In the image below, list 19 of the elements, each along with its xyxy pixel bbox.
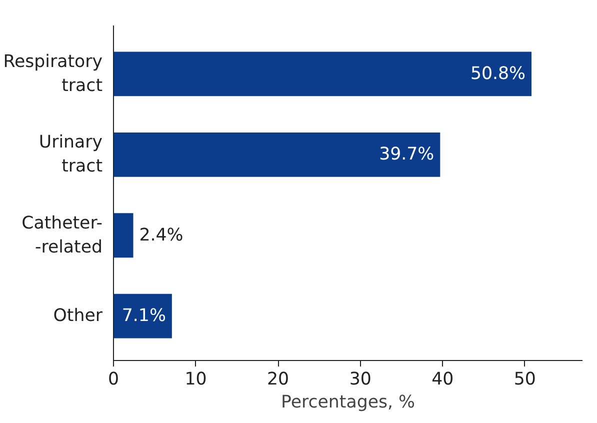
x-tick-label: 20 <box>267 370 290 390</box>
y-tick-label: Urinary tract <box>38 132 103 177</box>
y-tick-label: Catheter- -related <box>22 213 103 258</box>
data-label: 50.8% <box>470 64 526 84</box>
x-axis-title: Percentages, % <box>281 392 416 412</box>
x-tick-label: 0 <box>108 370 120 390</box>
y-tick-label: Other <box>53 306 104 326</box>
data-label: 7.1% <box>122 306 166 326</box>
bar <box>114 52 532 96</box>
bar <box>114 132 440 177</box>
x-tick-label: 50 <box>514 370 536 390</box>
data-label: 39.7% <box>379 144 434 165</box>
bar <box>114 213 134 258</box>
x-tick-label: 10 <box>184 370 207 390</box>
data-label: 2.4% <box>139 225 184 246</box>
bar <box>114 294 172 338</box>
x-tick-label: 30 <box>349 370 372 390</box>
x-tick-label: 40 <box>432 370 454 390</box>
y-tick-label: Respiratory tract <box>3 52 103 96</box>
